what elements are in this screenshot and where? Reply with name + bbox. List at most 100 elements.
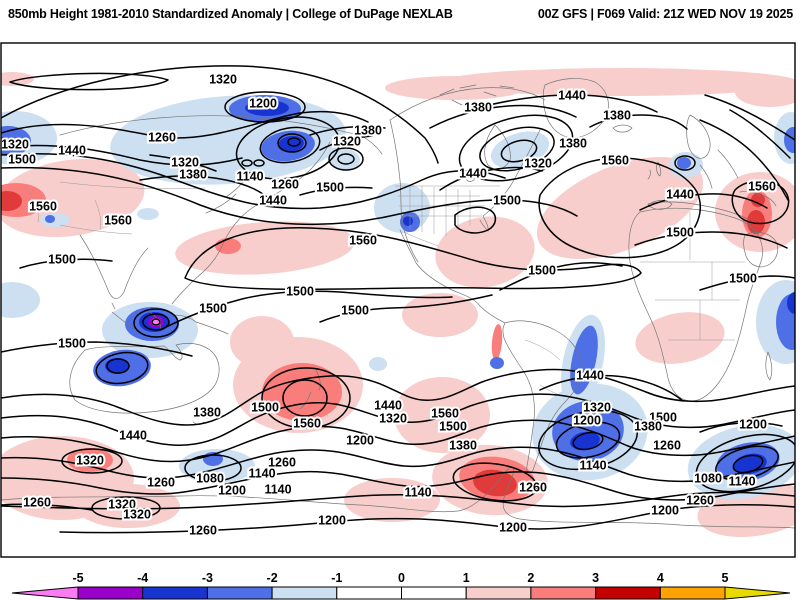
- anomaly-region: [369, 357, 387, 371]
- anomaly-region: [45, 215, 55, 223]
- colorbar-right-cap: [725, 587, 790, 599]
- colorbar-segment: [596, 587, 661, 599]
- weather-chart: 850mb Height 1981-2010 Standardized Anom…: [0, 0, 800, 600]
- contour-label: 1140: [579, 459, 606, 473]
- contour-label: 1320: [123, 508, 151, 522]
- contour-label: 1500: [666, 226, 694, 240]
- colorbar: -5 -4 -3 -2 -1 0 1 2 3 4 5: [12, 571, 790, 599]
- contour-label: 1500: [48, 253, 76, 267]
- contour-label: 1560: [29, 200, 57, 214]
- contour-label: 1560: [104, 214, 132, 228]
- anomaly-region: [173, 216, 356, 280]
- anomaly-region: [490, 357, 504, 369]
- colorbar-left-cap: [12, 587, 78, 599]
- contour-label: 1200: [499, 521, 527, 535]
- contour-label: 1140: [404, 486, 431, 500]
- contour-label: 1440: [374, 399, 402, 413]
- contour-label: 1500: [251, 401, 279, 415]
- map-path: [687, 115, 711, 158]
- map-path: [10, 73, 168, 89]
- colorbar-tick-label: 0: [398, 571, 405, 585]
- anomaly-region: [677, 157, 691, 169]
- contour-label: 1260: [653, 439, 681, 453]
- anomaly-region: [137, 208, 159, 220]
- contour-label: 1440: [119, 429, 147, 443]
- contour-label: 1140: [264, 483, 291, 497]
- colorbar-segment: [466, 587, 531, 599]
- contour-label: 1320: [1, 138, 29, 152]
- contour-label: 1380: [603, 109, 631, 123]
- colorbar-segment: [207, 587, 272, 599]
- contour-label: 1260: [148, 131, 176, 145]
- contour-label: 1140: [248, 467, 275, 481]
- contour-label: 1500: [341, 304, 369, 318]
- contour-label: 1440: [58, 144, 86, 158]
- colorbar-tick-label: 5: [722, 571, 729, 585]
- map-path: [430, 105, 576, 128]
- contour-label: 1080: [694, 472, 722, 486]
- contour-label: 1200: [573, 414, 601, 428]
- contour-label: 1140: [236, 170, 263, 184]
- contour-label: 1440: [576, 369, 604, 383]
- contour-label: 1260: [519, 481, 547, 495]
- contour-label: 1440: [259, 194, 287, 208]
- contour-label: 1500: [493, 194, 521, 208]
- anomaly-region: [490, 324, 503, 361]
- contour-label: 1140: [728, 475, 755, 489]
- colorbar-tick-label: 2: [527, 571, 534, 585]
- contour-label: 1200: [346, 434, 374, 448]
- contour-label: 1500: [58, 337, 86, 351]
- anomaly-region: [403, 216, 413, 226]
- contour-label: 1320: [76, 454, 104, 468]
- contour-label: 1200: [249, 97, 277, 111]
- colorbar-tick-label: 1: [463, 571, 470, 585]
- map-path: [613, 125, 632, 132]
- colorbar-tick-label: -1: [331, 571, 342, 585]
- contour-label: 1440: [459, 167, 487, 181]
- colorbar-tick-label: -4: [137, 571, 148, 585]
- contour-label: 1380: [464, 101, 492, 115]
- colorbar-tick-label: 4: [657, 571, 664, 585]
- contour-label: 1500: [528, 264, 556, 278]
- contour-label: 1320: [209, 73, 237, 87]
- contour-label: 1380: [179, 168, 207, 182]
- colorbar-segment: [660, 587, 725, 599]
- anomaly-region: [40, 213, 70, 227]
- contour-label: 1260: [147, 476, 175, 490]
- anomaly-shading-layer: [0, 68, 800, 544]
- colorbar-segment: [402, 587, 467, 599]
- anomaly-region: [0, 282, 40, 318]
- contour-label: 1500: [316, 181, 344, 195]
- contour-label: 1320: [583, 401, 611, 415]
- contour-label: 1560: [601, 154, 629, 168]
- colorbar-segment: [143, 587, 208, 599]
- contour-label: 1260: [271, 178, 299, 192]
- contour-label: 1320: [524, 157, 552, 171]
- contour-label: 1560: [349, 234, 377, 248]
- colorbar-tick-label: -5: [72, 571, 83, 585]
- colorbar-tick-label: -2: [267, 571, 278, 585]
- colorbar-tick-label: 3: [592, 571, 599, 585]
- colorbar-tick-label: -3: [202, 571, 213, 585]
- contour-label: 1500: [439, 420, 467, 434]
- contour-label: 1560: [293, 417, 321, 431]
- contour-label: 1320: [379, 412, 407, 426]
- contour-label: 1560: [431, 407, 459, 421]
- contour-label: 1260: [686, 494, 714, 508]
- contour-label: 1500: [729, 272, 757, 286]
- anomaly-map-canvas: 1320120012601380132013201440150013201380…: [0, 0, 800, 600]
- contour-label: 1440: [558, 89, 586, 103]
- contour-label: 1260: [23, 496, 51, 510]
- map-path: [80, 235, 148, 309]
- colorbar-segment: [337, 587, 402, 599]
- contour-label: 1560: [748, 180, 776, 194]
- colorbar-segment: [272, 587, 337, 599]
- colorbar-segment: [531, 587, 596, 599]
- contour-label: 1500: [286, 285, 314, 299]
- contour-label: 1380: [559, 137, 587, 151]
- contour-label: 1380: [634, 420, 662, 434]
- anomaly-region: [631, 306, 728, 371]
- contour-label: 1200: [318, 514, 346, 528]
- contour-label: 1320: [333, 135, 361, 149]
- contour-label: 1200: [651, 504, 679, 518]
